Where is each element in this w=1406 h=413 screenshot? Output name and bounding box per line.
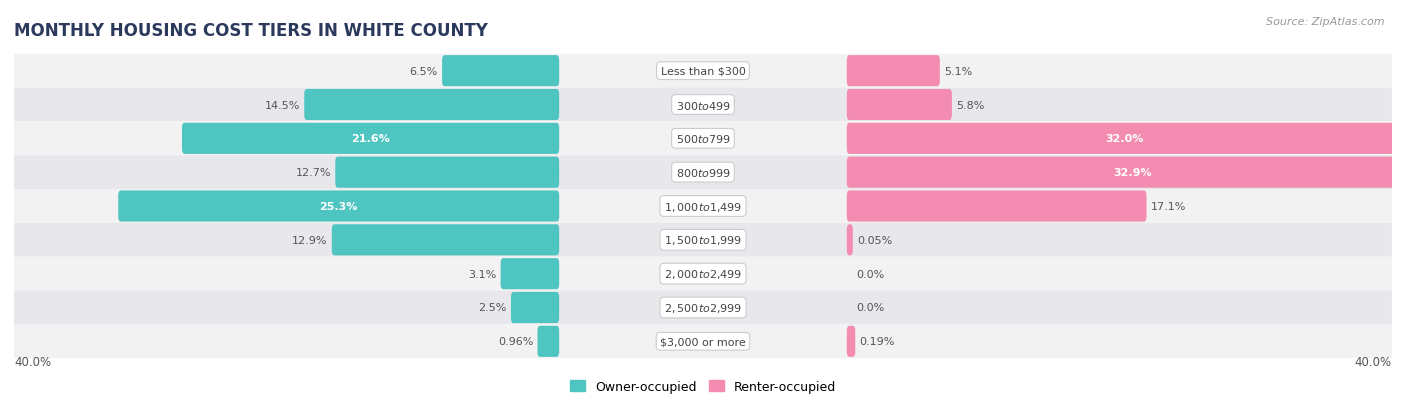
Text: 32.0%: 32.0%: [1105, 134, 1144, 144]
FancyBboxPatch shape: [332, 225, 560, 256]
Text: 0.0%: 0.0%: [856, 269, 884, 279]
FancyBboxPatch shape: [14, 88, 1392, 122]
Text: 5.1%: 5.1%: [945, 66, 973, 76]
Text: $300 to $499: $300 to $499: [675, 99, 731, 111]
FancyBboxPatch shape: [14, 122, 1392, 156]
Text: $3,000 or more: $3,000 or more: [661, 337, 745, 347]
Text: 2.5%: 2.5%: [478, 303, 506, 313]
Text: $500 to $799: $500 to $799: [675, 133, 731, 145]
FancyBboxPatch shape: [846, 56, 939, 87]
FancyBboxPatch shape: [846, 157, 1406, 188]
Text: 40.0%: 40.0%: [14, 355, 51, 368]
Text: 0.96%: 0.96%: [498, 337, 533, 347]
Text: 0.05%: 0.05%: [858, 235, 893, 245]
Text: 40.0%: 40.0%: [1355, 355, 1392, 368]
FancyBboxPatch shape: [14, 55, 1392, 88]
FancyBboxPatch shape: [14, 291, 1392, 325]
FancyBboxPatch shape: [510, 292, 560, 323]
FancyBboxPatch shape: [846, 225, 853, 256]
FancyBboxPatch shape: [501, 259, 560, 290]
Text: 0.19%: 0.19%: [859, 337, 896, 347]
FancyBboxPatch shape: [335, 157, 560, 188]
Legend: Owner-occupied, Renter-occupied: Owner-occupied, Renter-occupied: [565, 375, 841, 398]
Text: 6.5%: 6.5%: [409, 66, 437, 76]
Text: 14.5%: 14.5%: [264, 100, 299, 110]
FancyBboxPatch shape: [846, 90, 952, 121]
Text: $2,500 to $2,999: $2,500 to $2,999: [664, 301, 742, 314]
Text: $2,000 to $2,499: $2,000 to $2,499: [664, 268, 742, 280]
Text: 3.1%: 3.1%: [468, 269, 496, 279]
FancyBboxPatch shape: [537, 326, 560, 357]
Text: 12.7%: 12.7%: [295, 168, 330, 178]
FancyBboxPatch shape: [846, 191, 1146, 222]
FancyBboxPatch shape: [14, 325, 1392, 358]
Text: 5.8%: 5.8%: [956, 100, 984, 110]
Text: MONTHLY HOUSING COST TIERS IN WHITE COUNTY: MONTHLY HOUSING COST TIERS IN WHITE COUN…: [14, 22, 488, 40]
Text: $800 to $999: $800 to $999: [675, 167, 731, 179]
FancyBboxPatch shape: [118, 191, 560, 222]
Text: 12.9%: 12.9%: [292, 235, 328, 245]
Text: 32.9%: 32.9%: [1114, 168, 1152, 178]
FancyBboxPatch shape: [14, 190, 1392, 223]
FancyBboxPatch shape: [181, 123, 560, 154]
FancyBboxPatch shape: [846, 326, 855, 357]
FancyBboxPatch shape: [14, 223, 1392, 257]
FancyBboxPatch shape: [14, 257, 1392, 291]
FancyBboxPatch shape: [441, 56, 560, 87]
Text: 0.0%: 0.0%: [856, 303, 884, 313]
Text: Less than $300: Less than $300: [661, 66, 745, 76]
Text: 25.3%: 25.3%: [319, 202, 359, 211]
FancyBboxPatch shape: [304, 90, 560, 121]
Text: 21.6%: 21.6%: [352, 134, 389, 144]
Text: Source: ZipAtlas.com: Source: ZipAtlas.com: [1267, 17, 1385, 26]
FancyBboxPatch shape: [846, 123, 1403, 154]
Text: $1,000 to $1,499: $1,000 to $1,499: [664, 200, 742, 213]
Text: $1,500 to $1,999: $1,500 to $1,999: [664, 234, 742, 247]
FancyBboxPatch shape: [14, 156, 1392, 190]
Text: 17.1%: 17.1%: [1152, 202, 1187, 211]
